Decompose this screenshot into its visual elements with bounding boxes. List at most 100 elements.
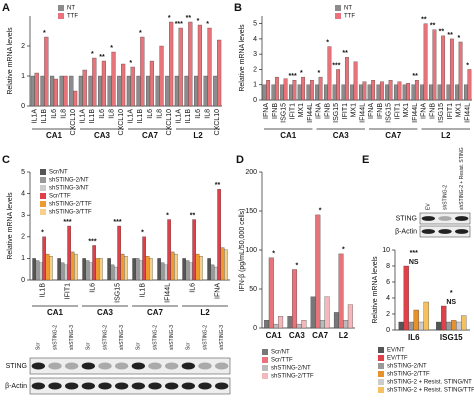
blot-band bbox=[165, 382, 179, 390]
bar bbox=[145, 256, 150, 281]
blot-lane-label: shSTING-2 bbox=[202, 325, 208, 350]
x-tick-label: CXCL10 bbox=[118, 109, 125, 136]
bar bbox=[411, 84, 416, 101]
legend-label: Scr/TTF bbox=[271, 358, 293, 364]
x-tick-label: CXCL10 bbox=[70, 109, 77, 136]
bar bbox=[121, 63, 126, 107]
x-tick-label: IL6 bbox=[189, 283, 196, 293]
significance-label: * bbox=[300, 70, 303, 77]
y-tick-label: 0 bbox=[21, 277, 25, 284]
group-label: CA3 bbox=[97, 308, 114, 317]
x-tick-label: IL1B bbox=[41, 109, 48, 124]
x-tick-label: IFI44L bbox=[464, 103, 471, 123]
bar bbox=[59, 75, 64, 107]
bar bbox=[271, 84, 276, 101]
bar bbox=[301, 76, 306, 101]
blot-band bbox=[438, 229, 452, 234]
significance-label: * bbox=[41, 230, 44, 237]
panel-letter: D bbox=[236, 154, 244, 166]
bar bbox=[446, 321, 452, 331]
x-tick-label: IL8 bbox=[204, 109, 211, 119]
x-tick-label: CA3 bbox=[289, 331, 306, 340]
bar bbox=[178, 27, 183, 107]
y-tick-label: 4 bbox=[253, 36, 257, 43]
bar bbox=[388, 79, 393, 101]
y-tick-label: 1 bbox=[21, 255, 25, 262]
group-label: CA7 bbox=[147, 308, 164, 317]
bar bbox=[184, 75, 189, 107]
significance-label: *** bbox=[410, 250, 418, 257]
bar bbox=[287, 316, 293, 329]
bar bbox=[437, 84, 442, 101]
bar bbox=[53, 78, 58, 107]
blot-lane-label: Scr bbox=[36, 342, 42, 350]
x-tick-label: ISG15 bbox=[114, 283, 121, 303]
blot-lane-label: Scr bbox=[136, 342, 142, 350]
bar bbox=[371, 79, 376, 101]
bar bbox=[458, 41, 463, 101]
y-tick-label: 10 bbox=[382, 247, 390, 254]
group-label: L2 bbox=[193, 131, 203, 140]
significance-label: NS bbox=[409, 259, 419, 266]
bar bbox=[406, 83, 411, 101]
bar bbox=[376, 84, 381, 101]
bar bbox=[99, 258, 103, 281]
x-tick-label: CXCL10 bbox=[166, 109, 173, 136]
x-tick-label: IFIT1 bbox=[289, 103, 296, 119]
blot-band bbox=[115, 382, 129, 390]
bar bbox=[210, 264, 215, 281]
significance-label: ** bbox=[421, 16, 427, 23]
significance-label: ** bbox=[215, 182, 221, 189]
legend-swatch bbox=[378, 347, 384, 353]
bar bbox=[423, 23, 428, 101]
bar bbox=[44, 36, 49, 107]
x-tick-label: MX1 bbox=[403, 103, 410, 118]
significance-label: *** bbox=[332, 62, 340, 69]
x-tick-label: IFIT1 bbox=[64, 283, 71, 299]
x-tick-label: IFNA bbox=[368, 103, 375, 119]
significance-label: * bbox=[450, 290, 453, 297]
y-axis-label: Relative mRNA levels bbox=[372, 256, 379, 324]
significance-label: ** bbox=[186, 15, 192, 22]
bar bbox=[397, 81, 402, 101]
bar bbox=[164, 264, 168, 281]
bar bbox=[64, 264, 68, 281]
bar bbox=[327, 46, 332, 101]
significance-label: *** bbox=[289, 73, 297, 80]
bar bbox=[40, 75, 45, 107]
bar bbox=[413, 309, 419, 331]
panel-letter: A bbox=[2, 2, 10, 14]
y-tick-label: 0 bbox=[253, 97, 257, 104]
group-label: L2 bbox=[441, 131, 451, 140]
bar bbox=[63, 75, 68, 107]
y-tick-label: 4 bbox=[21, 190, 25, 197]
significance-label: ** bbox=[190, 212, 196, 219]
legend-swatch bbox=[40, 193, 46, 199]
x-tick-label: MX1 bbox=[298, 103, 305, 118]
y-tick-label: 5 bbox=[21, 169, 25, 176]
bar bbox=[451, 320, 457, 331]
panel-letter: B bbox=[234, 2, 242, 14]
significance-label: * bbox=[466, 62, 469, 69]
bar bbox=[297, 84, 302, 101]
bar bbox=[332, 84, 337, 101]
bar bbox=[350, 84, 355, 101]
bar bbox=[446, 84, 451, 101]
legend-label: Scr/NT bbox=[49, 170, 68, 176]
panel-letter: E bbox=[362, 154, 369, 166]
blot-band bbox=[148, 362, 162, 370]
bar bbox=[89, 262, 93, 281]
y-tick-label: 50 bbox=[249, 286, 257, 293]
bar bbox=[224, 249, 228, 281]
bar bbox=[49, 256, 53, 281]
x-tick-label: IFI44L bbox=[359, 103, 366, 123]
x-tick-label: IFI44L bbox=[412, 103, 419, 123]
blot-band bbox=[65, 362, 79, 370]
bar bbox=[130, 66, 135, 107]
x-tick-label: IFNB bbox=[429, 103, 436, 119]
bar bbox=[110, 264, 115, 281]
bar bbox=[159, 45, 164, 107]
bar bbox=[323, 84, 328, 101]
x-tick-label: ISG15 bbox=[333, 103, 340, 123]
blot-band bbox=[181, 382, 195, 390]
